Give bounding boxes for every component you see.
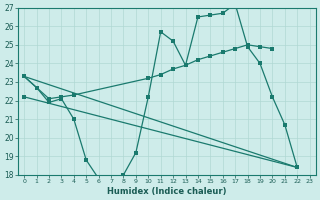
X-axis label: Humidex (Indice chaleur): Humidex (Indice chaleur) [107, 187, 227, 196]
